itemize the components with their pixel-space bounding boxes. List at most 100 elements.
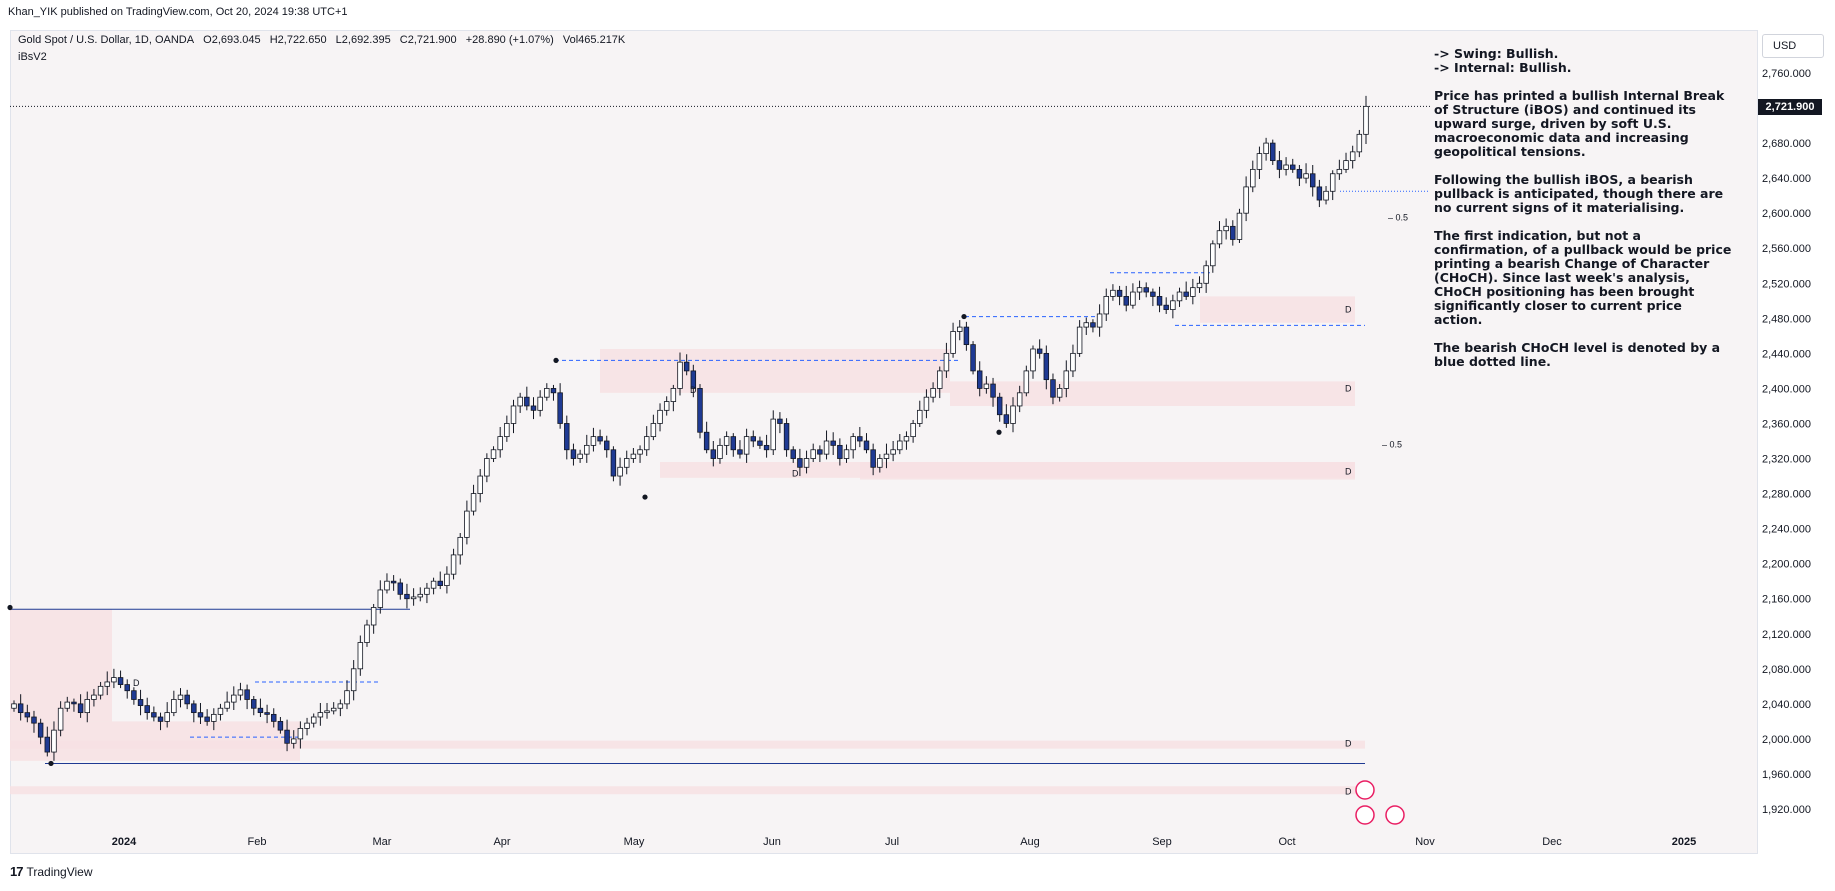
candle-down (24, 712, 31, 718)
change-value: +28.890 (+1.07%) (465, 34, 554, 46)
candle-down (863, 440, 870, 451)
candle-up (377, 589, 384, 608)
candle-down (990, 383, 996, 398)
candle-down (1290, 164, 1296, 170)
candle-up (1363, 105, 1369, 135)
high-value: H2,722.650 (269, 34, 327, 46)
candle-up (650, 423, 657, 438)
candle-up (663, 401, 670, 411)
swing-point (961, 313, 967, 320)
candle-up (11, 703, 17, 709)
x-tick-label: May (624, 836, 645, 848)
ohlc-legend[interactable]: Gold Spot / U.S. Dollar, 1D, OANDA O2,69… (18, 34, 631, 46)
candle-up (457, 536, 463, 556)
indicator-name[interactable]: iBsV2 (18, 51, 47, 63)
y-tick-label: 2,320.000 (1762, 454, 1811, 466)
candle-up (590, 436, 597, 446)
demand-label: D (690, 385, 697, 395)
candle-up (111, 677, 117, 683)
candle-up (717, 444, 723, 459)
candle-up (1216, 230, 1223, 245)
y-tick-label: 2,240.000 (1762, 524, 1811, 536)
y-tick-label: 2,000.000 (1762, 734, 1811, 746)
candle-up (937, 370, 943, 389)
candle-down (976, 370, 983, 389)
candle-up (917, 409, 923, 424)
symbol-name[interactable]: Gold Spot / U.S. Dollar, 1D, OANDA (18, 34, 195, 46)
candle-up (171, 699, 177, 714)
candle-up (104, 681, 110, 687)
candle-up (623, 458, 630, 468)
chart-frame[interactable] (10, 30, 1758, 854)
y-tick-label: 2,080.000 (1762, 664, 1811, 676)
x-tick-label: Feb (248, 836, 267, 848)
candle-down (1043, 352, 1050, 381)
candle-down (597, 436, 603, 442)
swing-point (7, 604, 13, 611)
candle-down (737, 449, 743, 455)
candle-up (324, 710, 330, 714)
candle-down (17, 703, 24, 714)
candle-up (317, 712, 324, 718)
demand-zone (10, 786, 1365, 795)
candle-up (983, 383, 990, 389)
candle-down (1003, 414, 1010, 424)
candle-up (1010, 405, 1016, 424)
candle-up (1196, 282, 1203, 289)
candle-up (890, 449, 896, 455)
candle-up (177, 694, 184, 700)
x-tick-label: Sep (1152, 836, 1172, 848)
y-tick-label: 2,640.000 (1762, 173, 1811, 185)
candle-down (817, 449, 823, 455)
tradingview-logo[interactable]: 17 TradingView (10, 864, 93, 879)
y-tick-label: 2,040.000 (1762, 699, 1811, 711)
demand-zone (1200, 296, 1355, 323)
swing-point (553, 357, 559, 363)
candle-down (1150, 291, 1156, 297)
candle-down (710, 449, 717, 459)
volume-value: Vol465.217K (562, 34, 626, 46)
candle-up (1329, 173, 1336, 192)
candle-up (357, 642, 364, 670)
candle-up (304, 722, 310, 729)
candle-up (1243, 186, 1249, 214)
structure-lines (10, 105, 1430, 764)
candle-up (1190, 287, 1196, 297)
candle-up (1236, 212, 1243, 240)
candle-up (217, 707, 224, 715)
candle-down (390, 580, 397, 584)
candle-up (350, 668, 357, 692)
candle-up (617, 466, 623, 477)
demand-label: D (1345, 383, 1352, 393)
candle-up (310, 716, 317, 724)
y-tick-label: 2,440.000 (1762, 348, 1811, 360)
y-tick-label: 2,480.000 (1762, 313, 1811, 325)
x-tick-label: Aug (1020, 836, 1040, 848)
candle-down (137, 699, 144, 707)
candle-up (1210, 243, 1216, 267)
candle-up (1356, 133, 1363, 153)
candle-down (970, 344, 976, 372)
candle-down (1143, 287, 1149, 293)
candle-down (550, 388, 557, 394)
candle-down (830, 440, 836, 446)
swing-point (642, 494, 648, 500)
candle-up (364, 624, 370, 643)
candle-up (657, 409, 663, 424)
candle-up (337, 703, 344, 709)
tradingview-logo-icon: 17 (10, 864, 24, 879)
last-price-tag: 2,721.900 (1758, 99, 1822, 115)
candle-down (204, 716, 210, 722)
candle-up (1076, 326, 1083, 354)
y-tick-label: 2,200.000 (1762, 559, 1811, 571)
y-tick-label: 2,680.000 (1762, 138, 1811, 150)
candle-down (1123, 296, 1129, 306)
candle-down (730, 436, 737, 451)
currency-button[interactable]: USD (1762, 34, 1824, 58)
candle-down (870, 449, 876, 468)
candle-down (77, 703, 84, 714)
candle-up (410, 596, 417, 600)
candle-up (384, 580, 390, 591)
close-value: C2,721.900 (399, 34, 457, 46)
